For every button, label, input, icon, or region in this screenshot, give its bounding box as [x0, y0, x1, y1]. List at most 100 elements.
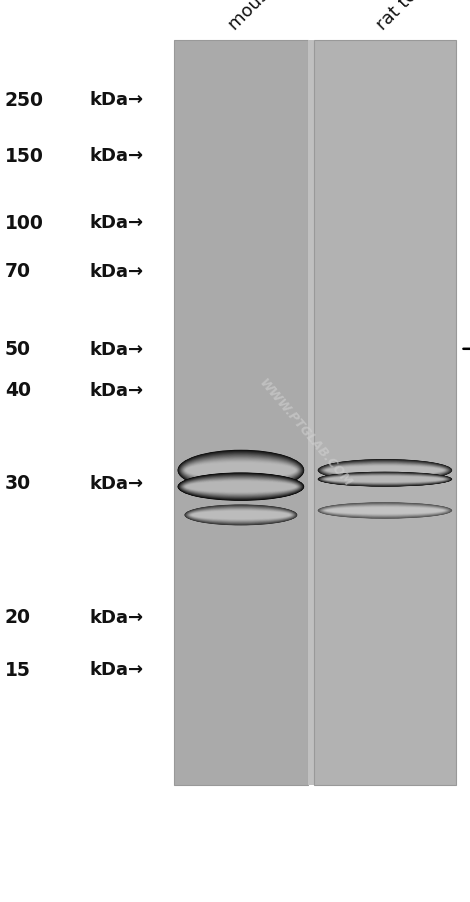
- Ellipse shape: [322, 474, 447, 484]
- Ellipse shape: [320, 504, 450, 518]
- Ellipse shape: [182, 456, 300, 484]
- Ellipse shape: [183, 458, 299, 483]
- Text: kDa→: kDa→: [89, 147, 143, 165]
- Ellipse shape: [186, 463, 296, 479]
- Ellipse shape: [321, 462, 449, 479]
- Ellipse shape: [325, 476, 445, 483]
- Ellipse shape: [325, 507, 445, 515]
- Ellipse shape: [319, 460, 451, 481]
- Ellipse shape: [179, 474, 303, 501]
- Ellipse shape: [320, 474, 450, 486]
- Ellipse shape: [322, 474, 447, 484]
- Ellipse shape: [186, 506, 296, 525]
- Ellipse shape: [180, 475, 302, 499]
- Ellipse shape: [188, 508, 294, 523]
- Ellipse shape: [189, 510, 292, 521]
- Ellipse shape: [190, 510, 291, 520]
- Ellipse shape: [323, 464, 447, 478]
- Ellipse shape: [185, 481, 297, 493]
- Ellipse shape: [178, 450, 304, 492]
- Ellipse shape: [187, 507, 295, 524]
- Ellipse shape: [185, 481, 297, 493]
- Ellipse shape: [323, 474, 447, 484]
- Ellipse shape: [325, 507, 445, 515]
- Ellipse shape: [186, 506, 296, 524]
- Text: 50: 50: [5, 340, 31, 359]
- Ellipse shape: [319, 503, 451, 519]
- Ellipse shape: [184, 459, 298, 482]
- Text: kDa→: kDa→: [89, 214, 143, 232]
- Ellipse shape: [184, 460, 298, 481]
- Ellipse shape: [189, 509, 293, 522]
- Ellipse shape: [324, 475, 446, 484]
- Ellipse shape: [323, 464, 446, 477]
- Ellipse shape: [322, 474, 448, 485]
- Bar: [314, 41, 456, 785]
- Ellipse shape: [319, 460, 451, 482]
- Ellipse shape: [184, 480, 298, 494]
- Ellipse shape: [179, 453, 303, 489]
- Ellipse shape: [327, 477, 443, 483]
- Text: kDa→: kDa→: [89, 91, 143, 109]
- Ellipse shape: [324, 506, 446, 516]
- Ellipse shape: [323, 464, 446, 477]
- Ellipse shape: [318, 502, 452, 519]
- Ellipse shape: [321, 462, 449, 480]
- Ellipse shape: [185, 506, 297, 525]
- Ellipse shape: [324, 507, 446, 515]
- Ellipse shape: [182, 478, 299, 496]
- Ellipse shape: [178, 451, 304, 490]
- Ellipse shape: [324, 475, 446, 483]
- Ellipse shape: [179, 474, 303, 500]
- Ellipse shape: [182, 478, 299, 496]
- Ellipse shape: [326, 465, 444, 476]
- Ellipse shape: [180, 454, 302, 488]
- Ellipse shape: [185, 462, 297, 479]
- Ellipse shape: [181, 456, 300, 485]
- Ellipse shape: [191, 511, 290, 520]
- Ellipse shape: [178, 451, 304, 491]
- Ellipse shape: [322, 474, 448, 485]
- Ellipse shape: [183, 479, 298, 495]
- Ellipse shape: [322, 463, 448, 479]
- Text: mouse testis: mouse testis: [225, 0, 319, 34]
- Ellipse shape: [191, 511, 291, 520]
- Ellipse shape: [322, 464, 447, 478]
- Ellipse shape: [183, 459, 298, 483]
- Ellipse shape: [183, 458, 299, 483]
- Ellipse shape: [320, 504, 450, 518]
- Ellipse shape: [326, 476, 444, 483]
- Ellipse shape: [320, 461, 450, 481]
- Bar: [308, 41, 314, 785]
- Ellipse shape: [178, 474, 304, 501]
- Ellipse shape: [186, 463, 296, 479]
- Ellipse shape: [184, 460, 298, 482]
- Ellipse shape: [326, 465, 444, 475]
- Ellipse shape: [322, 505, 447, 516]
- Ellipse shape: [322, 505, 448, 517]
- Ellipse shape: [184, 505, 298, 526]
- Ellipse shape: [180, 455, 301, 486]
- Ellipse shape: [326, 466, 444, 475]
- Ellipse shape: [191, 511, 290, 520]
- Ellipse shape: [320, 474, 450, 486]
- Ellipse shape: [323, 475, 446, 484]
- Ellipse shape: [324, 506, 446, 515]
- Ellipse shape: [319, 503, 451, 519]
- Ellipse shape: [318, 503, 452, 519]
- Ellipse shape: [324, 465, 446, 477]
- Ellipse shape: [319, 461, 451, 481]
- Ellipse shape: [326, 476, 444, 483]
- Ellipse shape: [321, 463, 449, 479]
- Ellipse shape: [191, 511, 291, 520]
- Ellipse shape: [184, 461, 298, 481]
- Ellipse shape: [181, 477, 300, 497]
- Ellipse shape: [319, 473, 451, 487]
- Ellipse shape: [321, 474, 448, 485]
- Ellipse shape: [321, 504, 449, 517]
- Ellipse shape: [326, 476, 444, 483]
- Ellipse shape: [322, 463, 447, 478]
- Ellipse shape: [178, 474, 304, 501]
- Ellipse shape: [319, 503, 451, 519]
- Ellipse shape: [321, 463, 448, 479]
